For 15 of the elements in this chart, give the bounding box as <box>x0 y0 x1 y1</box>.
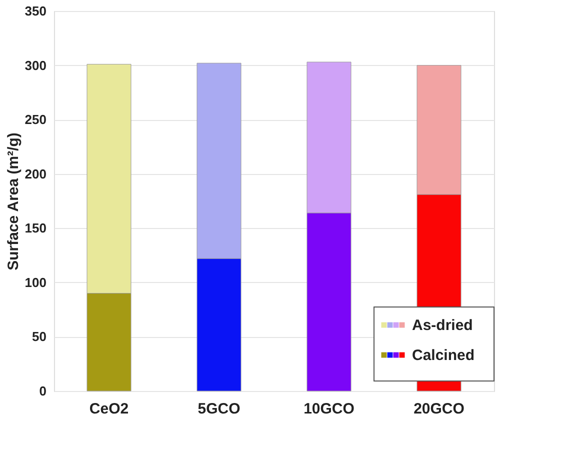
x-tick-label: CeO2 <box>89 400 129 418</box>
legend-label: As-dried <box>412 317 473 334</box>
x-tick-label: 5GCO <box>198 400 241 418</box>
y-tick-label: 100 <box>24 274 46 290</box>
x-tick-label: 10GCO <box>304 400 355 418</box>
y-tick-label: 50 <box>32 329 46 344</box>
y-axis-title: Surface Area (m²/g) <box>4 132 22 270</box>
y-tick-label: 300 <box>24 58 46 73</box>
x-tick-label: 20GCO <box>414 400 465 418</box>
legend-label: Calcined <box>412 347 475 364</box>
y-tick-label: 150 <box>24 220 46 236</box>
y-tick-label: 200 <box>24 166 46 182</box>
y-tick-label: 350 <box>24 4 46 18</box>
y-tick-label: 250 <box>24 112 46 128</box>
y-tick-label: 0 <box>39 384 46 398</box>
